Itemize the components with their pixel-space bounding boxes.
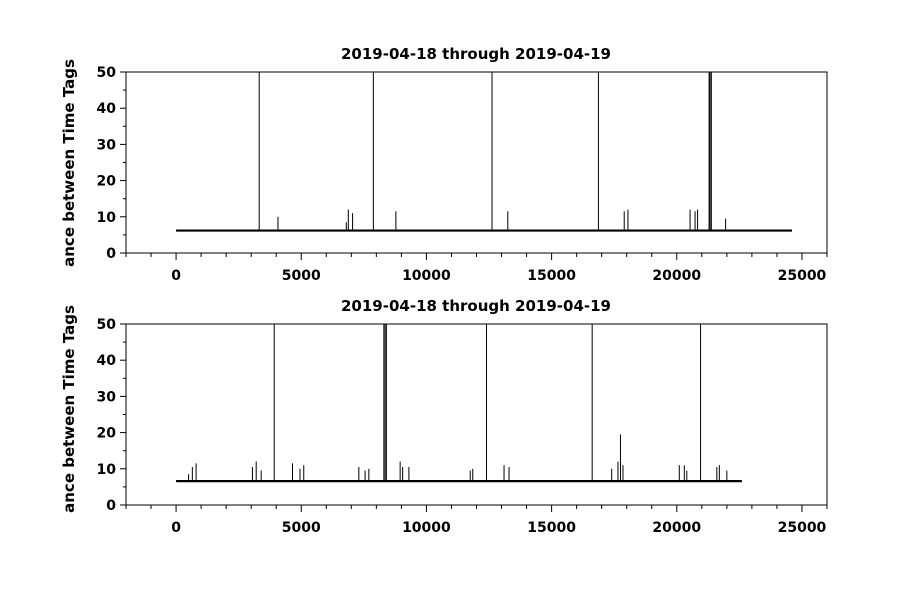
bottom-plot-title: 2019-04-18 through 2019-04-19 <box>341 297 611 315</box>
top-plot-x-tick-label: 15000 <box>527 268 576 284</box>
top-plot-axes: 0 10 20 30 40 50 0 5000 10000 15000 20000 25000 <box>97 65 828 284</box>
top-plot-x-tick-label: 5000 <box>282 268 321 284</box>
bottom-plot-y-axis-label: ance between Time Tags <box>60 305 78 513</box>
top-plot-y-tick-label: 30 <box>97 137 117 153</box>
top-plot-x-tick-label: 20000 <box>652 268 701 284</box>
top-plot-y-tick-label: 10 <box>97 210 117 226</box>
bottom-plot-y-tick-label: 40 <box>97 353 117 369</box>
bottom-plot-y-tick-label: 20 <box>97 426 117 442</box>
bottom-plot-x-tick-label: 25000 <box>778 520 827 536</box>
top-plot-y-tick-label: 50 <box>97 65 117 81</box>
bottom-plot-x-tick-label: 15000 <box>527 520 576 536</box>
bottom-plot-marks <box>176 324 742 483</box>
bottom-plot-y-tick-label: 50 <box>97 317 117 333</box>
bottom-plot-x-tick-label: 0 <box>171 520 181 536</box>
top-plot-y-tick-label: 0 <box>106 246 116 262</box>
top-plot-y-tick-label: 20 <box>97 174 117 190</box>
top-plot-panel: 2019-04-18 through 2019-04-19 ance betwe… <box>60 45 828 284</box>
top-plot-x-tick-label: 0 <box>171 268 181 284</box>
top-plot-x-tick-label: 25000 <box>778 268 827 284</box>
top-plot-title: 2019-04-18 through 2019-04-19 <box>341 45 611 63</box>
bottom-plot-x-tick-label: 10000 <box>402 520 451 536</box>
bottom-plot-x-tick-label: 20000 <box>652 520 701 536</box>
top-plot-y-tick-label: 40 <box>97 101 117 117</box>
bottom-plot-y-tick-label: 0 <box>106 498 116 514</box>
bottom-plot-y-tick-label: 30 <box>97 389 117 405</box>
bottom-plot-axes: 0 10 20 30 40 50 0 5000 10000 15000 20000 25000 <box>97 317 828 536</box>
top-plot-marks <box>176 72 792 232</box>
bottom-plot-x-tick-label: 5000 <box>282 520 321 536</box>
top-plot-y-axis-label: ance between Time Tags <box>60 59 78 267</box>
bottom-plot-panel: 2019-04-18 through 2019-04-19 ance betwe… <box>60 297 828 536</box>
top-plot-x-tick-label: 10000 <box>402 268 451 284</box>
bottom-plot-y-tick-label: 10 <box>97 462 117 478</box>
